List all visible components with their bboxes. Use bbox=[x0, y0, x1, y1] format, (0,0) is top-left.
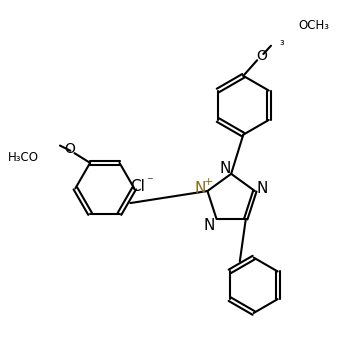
Text: N: N bbox=[204, 218, 215, 233]
Text: OCH₃: OCH₃ bbox=[299, 19, 330, 32]
Text: N: N bbox=[219, 162, 231, 177]
Text: Cl: Cl bbox=[130, 179, 145, 194]
Text: N: N bbox=[194, 181, 206, 196]
Text: ₃: ₃ bbox=[280, 37, 284, 46]
Text: O: O bbox=[64, 142, 75, 156]
Text: ⁻: ⁻ bbox=[146, 175, 152, 188]
Text: +: + bbox=[204, 177, 213, 187]
Text: O: O bbox=[256, 49, 267, 63]
Text: H₃CO: H₃CO bbox=[8, 151, 39, 164]
Text: N: N bbox=[257, 181, 268, 196]
